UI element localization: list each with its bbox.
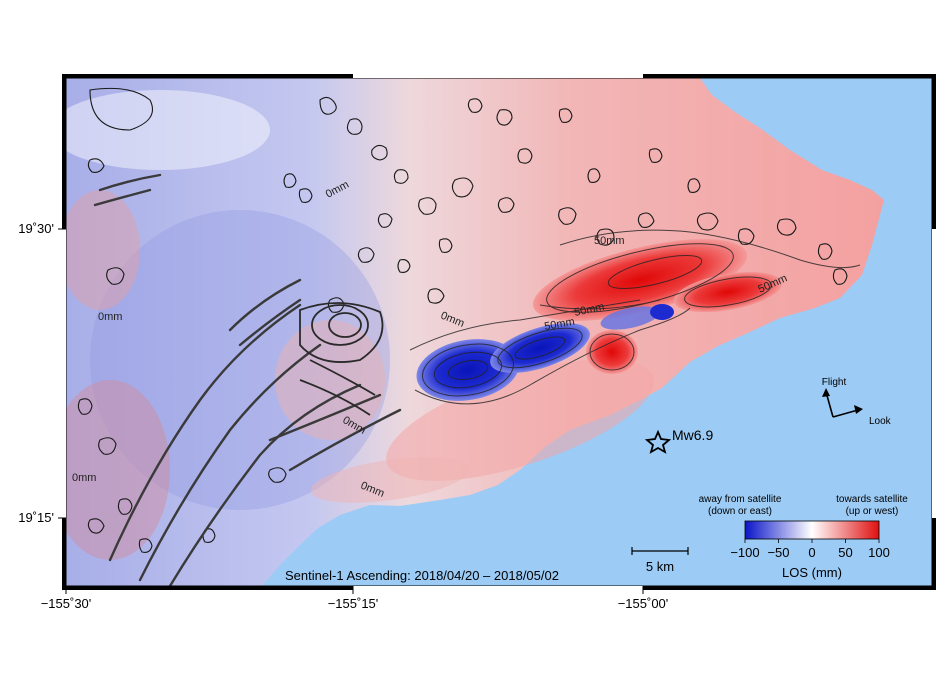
contour-lines xyxy=(409,229,861,405)
pink-caldera xyxy=(275,320,385,440)
colorbar: away from satellite (down or east) towar… xyxy=(699,494,909,580)
earthquake-epicenter-star xyxy=(644,429,672,454)
colorbar-title: LOS (mm) xyxy=(782,565,842,580)
scale-bar: 5 km xyxy=(631,547,689,574)
subsidence-lobe-middle xyxy=(490,323,590,373)
uplift-lobe-east xyxy=(673,271,783,313)
pink-west xyxy=(66,190,140,310)
fault-traces xyxy=(93,173,402,586)
uplift-lobe-south xyxy=(586,330,638,374)
subsidence-lobe-east xyxy=(600,306,660,330)
flight-label: Flight xyxy=(822,377,847,388)
colorbar-tick-label: 50 xyxy=(838,545,852,560)
scale-bar-label: 5 km xyxy=(646,559,674,574)
orientation-indicator: Flight Look xyxy=(822,377,892,427)
noisy-contours xyxy=(77,87,848,553)
colorbar-tick-label: 100 xyxy=(868,545,890,560)
y-tick-label: 19˚15' xyxy=(18,510,54,525)
colorbar-right-note-sub: (up or west) xyxy=(846,506,899,517)
y-tick-label: 19˚30' xyxy=(18,221,54,236)
contour-label: 0mm xyxy=(72,472,96,484)
look-arrow xyxy=(832,409,859,418)
colorbar-left-note-sub: (down or east) xyxy=(708,506,772,517)
event-label: Mw6.9 xyxy=(672,427,713,443)
island-land xyxy=(66,78,884,586)
subsidence-spot xyxy=(650,304,674,320)
colorbar-right-note: towards satellite xyxy=(836,494,908,505)
contour-label: 50mm xyxy=(543,316,575,333)
look-arrowhead xyxy=(854,405,863,414)
colorbar-gradient xyxy=(744,520,880,540)
caldera-outline xyxy=(299,302,384,416)
pink-south-flank xyxy=(386,359,654,481)
colorbar-tick-label: −100 xyxy=(730,545,759,560)
pink-southwest xyxy=(66,380,170,560)
colorbar-tick-label: 0 xyxy=(808,545,815,560)
map-caption: Sentinel-1 Ascending: 2018/04/20 – 2018/… xyxy=(285,568,559,583)
contour-label: 50mm xyxy=(594,235,625,247)
map-frame xyxy=(58,74,936,594)
uplift-lobe-north xyxy=(532,239,748,321)
x-tick-label: −155˚15' xyxy=(328,596,379,611)
colorbar-tick-label: −50 xyxy=(767,545,789,560)
map-area xyxy=(66,78,932,586)
x-tick-label: −155˚00' xyxy=(618,596,669,611)
colorbar-left-note: away from satellite xyxy=(699,494,782,505)
white-haze xyxy=(66,90,270,170)
contour-label: 0mm xyxy=(98,311,122,323)
flight-arrowhead xyxy=(822,388,830,397)
look-label: Look xyxy=(869,416,892,427)
pink-coast xyxy=(310,457,470,503)
x-tick-label: −155˚30' xyxy=(41,596,92,611)
